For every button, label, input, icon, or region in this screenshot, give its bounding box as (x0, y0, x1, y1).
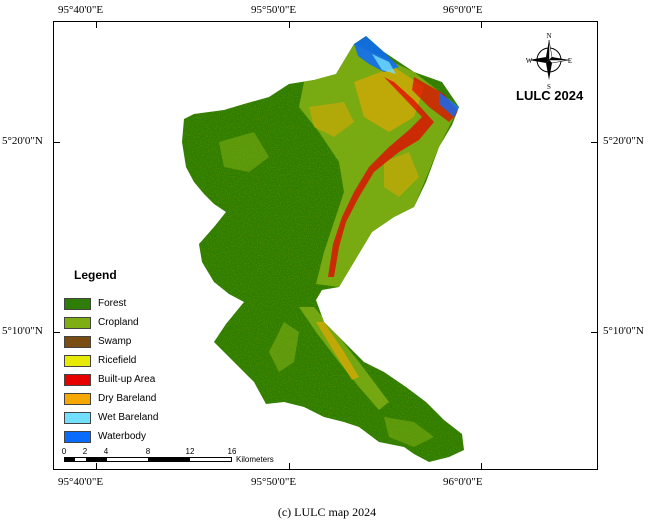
figure-caption: (c) LULC map 2024 (277, 505, 377, 519)
legend-swatch (64, 411, 91, 424)
legend-swatch (64, 392, 91, 405)
legend-item: Forest (64, 294, 158, 313)
map-title: LULC 2024 (516, 88, 584, 103)
top-lon-label-2: 95°50'0"E (251, 4, 297, 16)
scale-tick-label: 2 (82, 447, 88, 456)
legend-swatch (64, 373, 91, 386)
legend-label: Wet Bareland (98, 412, 159, 423)
dry-bareland-patch (354, 67, 424, 132)
scale-bar-graphic (64, 457, 232, 462)
grid-tick (54, 142, 60, 143)
bottom-lon-label-2: 95°50'0"E (251, 476, 297, 488)
right-lat-label-1: 5°20'0"N (603, 135, 644, 147)
legend-item: Dry Bareland (64, 389, 158, 408)
dry-bareland-patch (309, 102, 354, 137)
right-lat-label-2: 5°10'0"N (603, 325, 644, 337)
scale-tick-label: 12 (185, 447, 195, 456)
grid-tick (96, 22, 97, 28)
scale-bar-ticks: 0 2 4 8 12 16 (61, 447, 237, 457)
grid-tick (591, 142, 597, 143)
cropland-patch (219, 132, 269, 172)
dry-bareland-patch (384, 152, 419, 197)
top-lon-label-1: 95°40'0"E (58, 4, 104, 16)
legend-item: Cropland (64, 313, 158, 332)
legend-title: Legend (74, 268, 117, 282)
grid-tick (54, 332, 60, 333)
compass-s-label: S (547, 83, 551, 90)
legend-item: Ricefield (64, 351, 158, 370)
legend-label: Forest (98, 298, 127, 309)
grid-tick (481, 22, 482, 28)
compass-e-label: E (568, 57, 572, 65)
legend-item: Wet Bareland (64, 408, 158, 427)
north-arrow-compass-icon: N S W E (526, 32, 572, 90)
wet-bareland-patch (372, 54, 396, 74)
left-lat-label-1: 5°20'0"N (2, 135, 43, 147)
compass-w-label: W (526, 57, 533, 65)
bottom-lon-label-1: 95°40'0"E (58, 476, 104, 488)
grid-tick (481, 463, 482, 469)
scale-tick-label: 0 (61, 447, 67, 456)
legend-label: Cropland (98, 317, 139, 328)
legend-label: Built-up Area (98, 374, 156, 385)
cropland-patch (384, 417, 434, 447)
legend-swatch (64, 335, 91, 348)
legend-item: Swamp (64, 332, 158, 351)
scale-tick-label: 8 (145, 447, 151, 456)
legend-swatch (64, 297, 91, 310)
legend-swatch (64, 354, 91, 367)
bottom-lon-label-3: 96°0'0"E (443, 476, 483, 488)
legend-label: Swamp (98, 336, 132, 347)
grid-tick (289, 22, 290, 28)
compass-n-label: N (546, 32, 551, 40)
left-lat-label-2: 5°10'0"N (2, 325, 43, 337)
cropland-patch (269, 322, 299, 372)
scale-tick-label: 16 (227, 447, 237, 456)
grid-tick (289, 463, 290, 469)
legend-label: Ricefield (98, 355, 137, 366)
scale-bar: 0 2 4 8 12 16 Kilometers (61, 447, 274, 464)
grid-tick (96, 463, 97, 469)
valley-bareland (316, 322, 359, 380)
lulc-map-area (182, 36, 464, 462)
legend-item: Built-up Area (64, 370, 158, 389)
legend-items: Forest Cropland Swamp Ricefield Built-up Are… (64, 294, 158, 446)
legend-label: Waterbody (98, 431, 146, 442)
legend-label: Dry Bareland (98, 393, 157, 404)
scale-tick-label: 4 (103, 447, 109, 456)
legend-swatch (64, 430, 91, 443)
legend-item: Waterbody (64, 427, 158, 446)
map-frame: N S W E LULC 2024 Legend Forest Cropland S… (53, 21, 598, 470)
legend: Legend Forest Cropland Swamp Ricefield Built… (64, 268, 158, 446)
legend-swatch (64, 316, 91, 329)
top-lon-label-3: 96°0'0"E (443, 4, 483, 16)
waterbody-patch (439, 92, 459, 117)
scale-bar-unit: Kilometers (236, 455, 274, 464)
grid-tick (591, 332, 597, 333)
